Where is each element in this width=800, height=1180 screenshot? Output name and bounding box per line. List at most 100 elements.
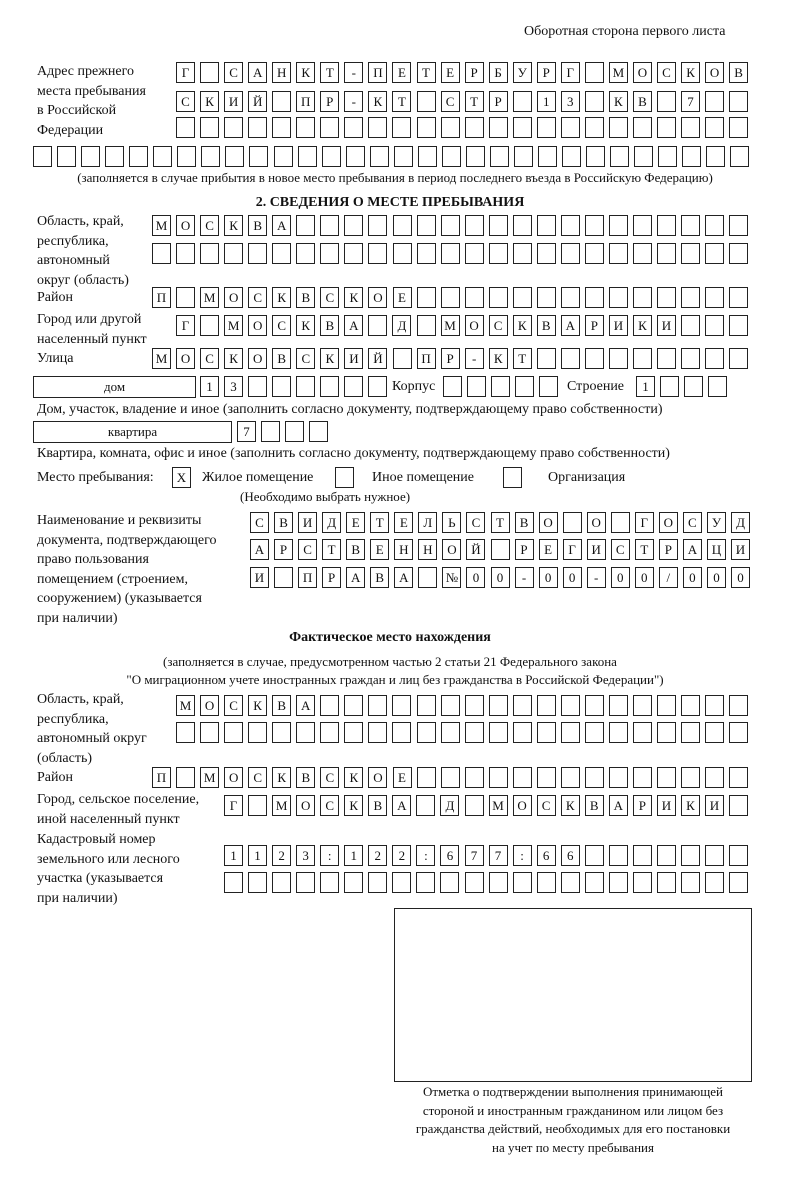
previous-address-row-2-cell[interactable]: 7 (681, 91, 701, 112)
previous-address-row-1-cell[interactable]: - (344, 62, 364, 83)
cadastre-row-2-cell[interactable] (392, 872, 412, 893)
region-row-1-cell[interactable]: С (200, 215, 220, 236)
previous-address-row-1-cell[interactable]: Г (176, 62, 195, 83)
document-row-3-cell[interactable]: 0 (682, 567, 702, 588)
region-row-2-cell[interactable] (224, 243, 244, 264)
city-row-cell[interactable]: Г (176, 315, 195, 336)
region-row-1-cell[interactable] (681, 215, 701, 236)
actual-region-row-1-cell[interactable] (584, 695, 604, 716)
district-row-cell[interactable]: К (272, 287, 292, 308)
cadastre-row-2-cell[interactable] (512, 872, 532, 893)
previous-address-row-4-cell[interactable] (393, 146, 413, 167)
district-row-cell[interactable] (512, 287, 532, 308)
previous-address-row-2-cell[interactable]: С (176, 91, 195, 112)
city-row-cell[interactable]: М (440, 315, 460, 336)
actual-region-row-1-cell[interactable] (705, 695, 725, 716)
cadastre-row-1-cell[interactable] (729, 845, 749, 866)
previous-address-row-4-cell[interactable] (297, 146, 317, 167)
previous-address-row-4-cell[interactable] (610, 146, 630, 167)
document-row-3-cell[interactable]: 0 (466, 567, 486, 588)
house-number-cells-cell[interactable] (320, 376, 340, 397)
previous-address-row-1-cell[interactable]: Т (416, 62, 436, 83)
document-row-3-cell[interactable]: В (370, 567, 390, 588)
previous-address-row-1-cell[interactable]: М (608, 62, 628, 83)
region-row-1-cell[interactable] (392, 215, 412, 236)
district-row-cell[interactable]: М (200, 287, 220, 308)
previous-address-row-4-cell[interactable] (177, 146, 197, 167)
region-row-2-cell[interactable] (657, 243, 677, 264)
previous-address-row-3-cell[interactable] (488, 117, 508, 138)
city-row-cell[interactable]: И (657, 315, 676, 336)
document-row-2-cell[interactable]: Т (322, 539, 342, 560)
district-row-cell[interactable] (488, 287, 508, 308)
previous-address-row-1-cell[interactable]: У (512, 62, 532, 83)
region-row-2-cell[interactable] (560, 243, 580, 264)
cadastre-row-1-cell[interactable]: : (416, 845, 436, 866)
region-row-1-cell[interactable] (560, 215, 580, 236)
document-row-1-cell[interactable]: И (298, 512, 318, 533)
region-row-1-cell[interactable] (536, 215, 556, 236)
document-row-3-cell[interactable]: 0 (610, 567, 630, 588)
actual-district-row-cell[interactable] (729, 767, 749, 788)
previous-address-row-4-cell[interactable] (129, 146, 149, 167)
actual-district-row-cell[interactable]: Е (392, 767, 412, 788)
previous-address-row-4-cell[interactable] (489, 146, 509, 167)
previous-address-row-3-cell[interactable] (608, 117, 628, 138)
document-row-2-cell[interactable]: Ц (706, 539, 726, 560)
actual-region-row-1-cell[interactable] (560, 695, 580, 716)
region-row-1-cell[interactable] (416, 215, 436, 236)
previous-address-row-4-cell[interactable] (273, 146, 293, 167)
previous-address-row-2-cell[interactable]: Р (488, 91, 508, 112)
document-row-2-cell[interactable]: Р (658, 539, 678, 560)
previous-address-row-1-cell[interactable]: Б (488, 62, 508, 83)
actual-region-row-1-cell[interactable]: В (272, 695, 292, 716)
structure-cells-cell[interactable] (684, 376, 704, 397)
actual-region-row-2-cell[interactable] (632, 722, 652, 743)
actual-city-row-cell[interactable]: Г (224, 795, 243, 816)
cadastre-row-1-cell[interactable]: 2 (272, 845, 292, 866)
street-row-cell[interactable]: К (488, 348, 508, 369)
cadastre-row-1-cell[interactable]: 1 (344, 845, 364, 866)
previous-address-row-2-cell[interactable] (512, 91, 532, 112)
document-row-2-cell[interactable]: С (610, 539, 630, 560)
previous-address-row-1-cell[interactable] (584, 62, 604, 83)
house-number-cells-cell[interactable] (344, 376, 364, 397)
previous-address-row-2-cell[interactable]: 1 (536, 91, 556, 112)
cadastre-row-2-cell[interactable] (488, 872, 508, 893)
actual-region-row-2-cell[interactable] (344, 722, 364, 743)
document-row-2-cell[interactable]: Е (538, 539, 558, 560)
region-row-2-cell[interactable] (536, 243, 556, 264)
actual-city-row-cell[interactable]: О (512, 795, 532, 816)
street-row-cell[interactable] (536, 348, 556, 369)
document-row-2-cell[interactable]: А (250, 539, 269, 560)
cadastre-row-2-cell[interactable] (608, 872, 628, 893)
previous-address-row-2-cell[interactable]: Т (464, 91, 484, 112)
actual-region-row-2-cell[interactable] (200, 722, 220, 743)
street-row-cell[interactable] (729, 348, 749, 369)
cadastre-row-1-cell[interactable]: 6 (536, 845, 556, 866)
previous-address-row-2-cell[interactable] (729, 91, 749, 112)
cadastre-row-1-cell[interactable]: 1 (224, 845, 243, 866)
city-row-cell[interactable]: А (344, 315, 364, 336)
region-row-1-cell[interactable] (488, 215, 508, 236)
building-cells-cell[interactable] (515, 376, 535, 397)
city-row-cell[interactable] (368, 315, 388, 336)
previous-address-row-4-cell[interactable] (81, 146, 101, 167)
previous-address-row-2-cell[interactable] (584, 91, 604, 112)
district-row-cell[interactable]: К (344, 287, 364, 308)
document-row-1-cell[interactable]: Г (634, 512, 654, 533)
document-row-3-cell[interactable]: 0 (634, 567, 654, 588)
document-row-1-cell[interactable]: Е (394, 512, 414, 533)
previous-address-row-2-cell[interactable]: Й (248, 91, 268, 112)
actual-region-row-1-cell[interactable] (657, 695, 676, 716)
previous-address-row-2-cell[interactable]: К (200, 91, 220, 112)
region-row-2-cell[interactable] (729, 243, 749, 264)
district-row-cell[interactable] (560, 287, 580, 308)
actual-region-row-1-cell[interactable] (488, 695, 508, 716)
building-cells-cell[interactable] (539, 376, 559, 397)
district-row-cell[interactable]: О (224, 287, 244, 308)
region-row-2-cell[interactable] (584, 243, 604, 264)
document-row-2-cell[interactable]: Н (418, 539, 438, 560)
cadastre-row-1-cell[interactable]: 7 (464, 845, 484, 866)
street-row-cell[interactable]: С (296, 348, 316, 369)
